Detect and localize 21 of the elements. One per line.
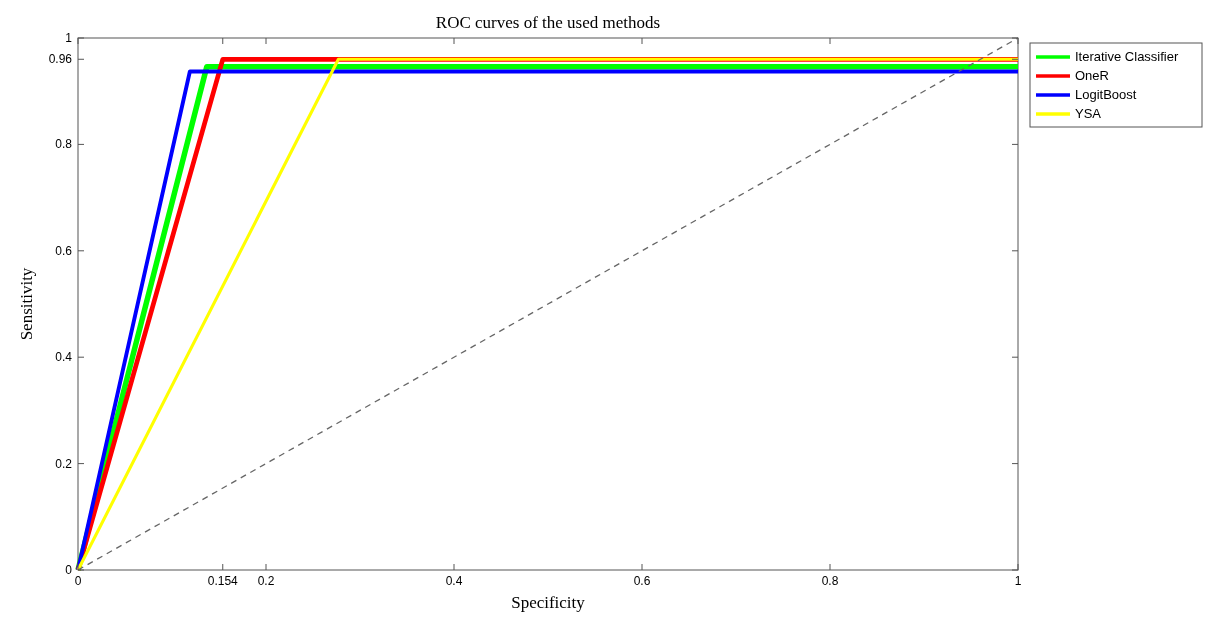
x-tick-label: 0.4 [445,574,463,588]
y-axis-title: Sensitivity [17,267,36,341]
x-tick-label: 0.154 [207,574,239,588]
x-tick-label: 1 [1014,574,1022,588]
y-tick-label: 0.96 [48,52,73,67]
x-axis-title: Specificity [511,593,586,612]
legend-label: OneR [1075,68,1109,83]
legend-label: Iterative Classifier [1075,49,1179,64]
x-tick-label: 0.2 [257,574,275,588]
x-tick-label: 0 [74,574,82,588]
y-tick-label: 1 [65,31,73,45]
legend-label: LogitBoost [1075,87,1137,102]
y-tick-label: 0.2 [55,456,73,471]
x-tick-label: 0.6 [633,574,651,588]
y-tick-label: 0.8 [55,137,73,152]
y-tick-label: 0.6 [55,243,73,258]
x-tick-label: 0.8 [821,574,839,588]
y-tick-label: 0 [65,563,73,577]
legend-label: YSA [1075,106,1102,121]
y-tick-label: 0.4 [55,350,73,365]
chart-title: ROC curves of the used methods [435,13,661,32]
